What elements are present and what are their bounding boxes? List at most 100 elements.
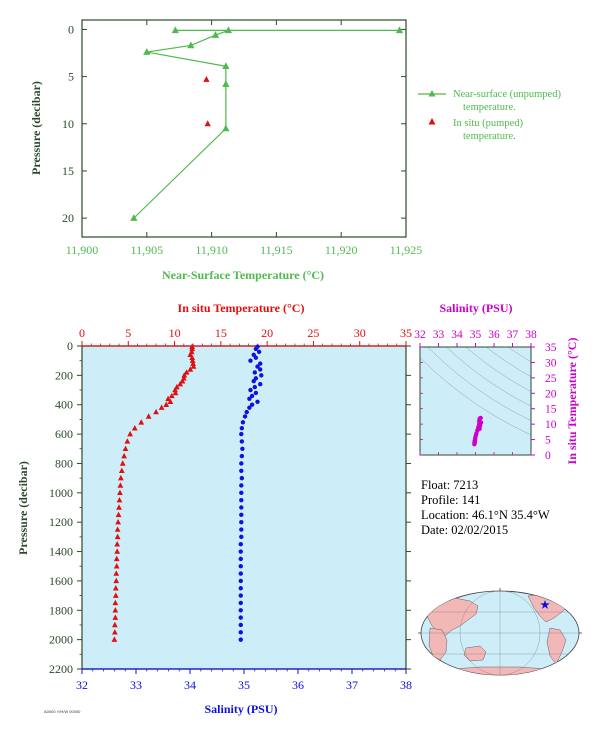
salinity-axis: 32 33 34 35 36 37 38	[76, 669, 412, 692]
location-value: 46.1°N 35.4°W	[472, 508, 550, 522]
temperature-axis-label: In situ Temperature (°C)	[178, 301, 305, 315]
salinity-point	[239, 505, 244, 510]
ts-point	[472, 442, 477, 447]
ts-y-tick-label: 25	[545, 373, 557, 385]
temperature-point	[138, 419, 145, 425]
ts-x-tick-label: 36	[488, 329, 500, 341]
near-surface-legend: Near-surface (unpumped) temperature. In …	[418, 89, 561, 142]
temperature-tick-label: 0	[79, 326, 85, 340]
ts-x-tick-label: 35	[470, 329, 482, 341]
temperature-point	[165, 395, 171, 402]
location-label: Location:	[421, 508, 469, 522]
temperature-point	[114, 533, 121, 540]
temperature-point	[189, 345, 196, 352]
salinity-tick-label: 35	[238, 678, 250, 692]
ts-density-contour	[542, 0, 601, 236]
legend-label-near-surface-line1: Near-surface (unpumped)	[453, 89, 561, 100]
salinity-point	[238, 608, 243, 613]
pressure-tick-label: 200	[55, 368, 73, 382]
salinity-tick-label: 37	[346, 678, 358, 692]
salinity-point	[239, 453, 245, 459]
salinity-point	[238, 600, 243, 606]
ts-density-contour	[451, 0, 601, 327]
near-surface-y-tick-label: 10	[62, 117, 74, 131]
ts-density-contour	[438, 0, 601, 340]
temperature-point	[111, 629, 118, 635]
ts-y-axis-label: In situ Temperature (°C)	[565, 338, 579, 465]
salinity-tick-label: 33	[130, 678, 142, 692]
temperature-point	[115, 518, 121, 525]
temperature-point	[111, 636, 118, 642]
near-surface-series	[130, 26, 404, 221]
date-value: 02/02/2015	[451, 523, 509, 537]
near-surface-point	[143, 48, 151, 55]
salinity-point	[238, 542, 243, 547]
pressure-tick-label: 1000	[49, 486, 73, 500]
salinity-point	[239, 475, 245, 481]
temperature-point	[145, 413, 152, 419]
temperature-point	[113, 555, 120, 562]
temperature-point	[131, 425, 138, 431]
ts-density-contour	[503, 0, 601, 275]
ts-density-contour	[490, 0, 601, 288]
temperature-point	[112, 599, 119, 606]
near-surface-point	[222, 124, 230, 132]
salinity-point	[240, 446, 245, 451]
ts-x-tick-label: 34	[451, 329, 463, 341]
profile-row: Profile: 141	[421, 493, 550, 508]
temperature-point	[190, 363, 197, 369]
near-surface-point	[187, 41, 195, 49]
ts-y-tick-label: 20	[545, 388, 557, 400]
temperature-point	[127, 430, 134, 437]
temperature-point	[122, 445, 129, 452]
float-info-panel: Float: 7213 Profile: 141 Location: 46.1°…	[421, 478, 550, 538]
ts-y-tick-label: 10	[545, 419, 557, 431]
temperature-point	[168, 392, 175, 399]
legend-label-near-surface-line2: temperature.	[463, 102, 516, 113]
pressure-axis: 0 200 400 600 800 1000 1200 1400 1600 1800 2000 220…	[49, 339, 411, 676]
float-label: Float:	[421, 478, 451, 492]
temperature-point	[112, 607, 119, 613]
ts-x-tick-label: 37	[507, 329, 519, 341]
salinity-point	[238, 578, 243, 584]
temperature-tick-label: 35	[400, 326, 412, 340]
profile-value: 141	[461, 493, 481, 507]
ts-diagram: 32 33 34 35 36 37 38 0 5 10 15 20 25 30 35 Salinity (…	[414, 0, 601, 465]
in-situ-point	[204, 120, 211, 127]
salinity-axis-label: Salinity (PSU)	[204, 702, 277, 716]
salinity-point	[239, 468, 244, 473]
temperature-tick-label: 15	[215, 326, 227, 340]
salinity-point	[258, 367, 263, 372]
salinity-point	[253, 355, 259, 360]
temperature-point	[113, 563, 120, 569]
legend-label-in-situ-line2: temperature.	[463, 131, 516, 142]
temperature-point	[114, 526, 121, 532]
salinity-point	[238, 571, 243, 576]
ts-temperature-axis: 0 5 10 15 20 25 30 35	[420, 342, 557, 462]
temperature-point	[167, 398, 174, 405]
salinity-tick-label: 32	[76, 678, 88, 692]
ts-x-tick-label: 32	[414, 329, 426, 341]
ts-x-axis-label: Salinity (PSU)	[439, 301, 512, 315]
salinity-point	[251, 379, 256, 384]
salinity-point	[238, 549, 243, 554]
salinity-point	[238, 630, 243, 635]
near-surface-point	[224, 26, 233, 34]
temperature-point	[158, 404, 165, 410]
temperature-point	[179, 378, 186, 384]
near-surface-point	[222, 62, 230, 70]
temperature-point	[189, 354, 196, 360]
map-land-south-america	[546, 627, 567, 665]
near-surface-x-tick-label: 11,925	[390, 243, 423, 257]
location-row: Location: 46.1°N 35.4°W	[421, 508, 550, 523]
salinity-point	[238, 556, 243, 562]
near-surface-y-axis-label: Pressure (decibar)	[29, 81, 43, 175]
map-land-australia	[463, 645, 487, 662]
in-situ-point	[203, 75, 210, 82]
near-surface-x-tick-label: 11,920	[325, 243, 358, 257]
ts-x-tick-label: 33	[433, 329, 445, 341]
salinity-tick-label: 38	[400, 678, 412, 692]
ts-density-contour	[529, 0, 601, 249]
near-surface-point	[395, 26, 404, 34]
pressure-tick-label: 2200	[49, 662, 73, 676]
